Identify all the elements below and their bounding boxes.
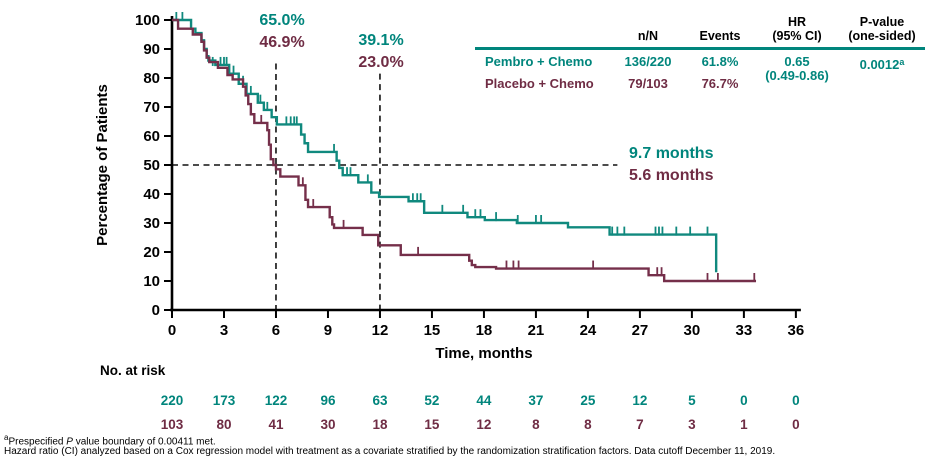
- y-tick-label: 20: [143, 244, 160, 261]
- x-tick-label: 9: [324, 322, 332, 339]
- risk-count: 25: [580, 393, 596, 408]
- summary-row-pembro-label: Pembro + Chemo: [485, 53, 593, 69]
- risk-count: 220: [161, 393, 184, 408]
- y-tick-label: 70: [143, 99, 160, 116]
- summary-row-pembro-nN: 136/220: [624, 53, 672, 69]
- risk-count: 122: [265, 393, 288, 408]
- footnote-a-marker: a: [4, 433, 9, 442]
- risk-count: 30: [320, 417, 335, 432]
- y-tick-label: 80: [143, 70, 160, 87]
- x-tick-label: 12: [372, 322, 389, 339]
- x-tick-label: 27: [632, 322, 649, 339]
- summary-header-pvalue: P-value (one-sided): [848, 15, 916, 43]
- x-tick-label: 0: [168, 322, 176, 339]
- risk-count: 15: [424, 417, 440, 432]
- risk-count: 18: [372, 417, 388, 432]
- y-tick-label: 90: [143, 41, 160, 58]
- risk-count: 1: [740, 417, 748, 432]
- risk-count: 8: [584, 417, 592, 432]
- risk-count: 80: [216, 417, 231, 432]
- x-tick-label: 18: [476, 322, 493, 339]
- landmark-12mo-placebo: 23.0%: [358, 54, 404, 71]
- no-at-risk-label: No. at risk: [100, 363, 166, 378]
- footnote-a-post: value boundary of 0.00411 met.: [72, 436, 216, 448]
- summary-row-pembro-events: 61.8%: [701, 53, 739, 69]
- risk-count: 3: [688, 417, 696, 432]
- y-tick-label: 50: [143, 157, 160, 174]
- risk-count: 5: [688, 393, 696, 408]
- summary-pvalue-cell: 0.0012 a: [839, 50, 925, 94]
- risk-count: 0: [740, 393, 748, 408]
- summary-table: n/N Events HR (95% CI) P-value (one-side…: [475, 15, 925, 94]
- risk-count: 12: [632, 393, 647, 408]
- risk-count: 0: [792, 393, 800, 408]
- x-tick-label: 3: [220, 322, 228, 339]
- risk-count: 37: [528, 393, 543, 408]
- y-tick-label: 30: [143, 215, 160, 232]
- risk-count: 44: [476, 393, 492, 408]
- summary-header-nN: n/N: [637, 29, 659, 43]
- y-tick-label: 40: [143, 186, 160, 203]
- summary-header-events: Events: [699, 29, 741, 43]
- summary-row-placebo-nN: 79/103: [628, 75, 668, 91]
- p-value: 0.0012: [859, 57, 900, 72]
- x-tick-label: 15: [424, 322, 441, 339]
- y-tick-label: 60: [143, 128, 160, 145]
- risk-count: 63: [372, 393, 388, 408]
- km-curve-placebo: [172, 18, 757, 283]
- risk-count: 52: [424, 393, 439, 408]
- y-tick-label: 0: [152, 302, 160, 319]
- summary-header-hr: HR (95% CI): [772, 15, 822, 43]
- summary-table-rule: [475, 47, 925, 50]
- y-tick-label: 100: [135, 12, 160, 29]
- landmark-12mo-pembro: 39.1%: [358, 32, 404, 49]
- risk-count: 103: [161, 417, 184, 432]
- footnote-a-italic-p: P: [66, 436, 73, 448]
- hr-value: 0.65: [784, 54, 810, 69]
- p-value-footnote-marker: a: [899, 57, 905, 67]
- hr-ci: (0.49-0.86): [765, 68, 829, 83]
- risk-count: 96: [320, 393, 336, 408]
- risk-count: 0: [792, 417, 800, 432]
- y-axis-title: Percentage of Patients: [94, 84, 111, 246]
- x-tick-label: 36: [788, 322, 805, 339]
- x-tick-label: 21: [528, 322, 545, 339]
- y-tick-label: 10: [143, 273, 160, 290]
- footnote-hazard-ratio: Hazard ratio (CI) analyzed based on a Co…: [4, 446, 776, 457]
- footnote-a: aPrespecified P value boundary of 0.0041…: [4, 433, 216, 447]
- risk-count: 173: [213, 393, 236, 408]
- summary-row-placebo-label: Placebo + Chemo: [485, 75, 594, 91]
- risk-count: 12: [476, 417, 491, 432]
- x-tick-label: 6: [272, 322, 280, 339]
- x-tick-label: 30: [684, 322, 701, 339]
- x-tick-label: 24: [580, 322, 597, 339]
- risk-count: 8: [532, 417, 540, 432]
- x-tick-label: 33: [736, 322, 753, 339]
- landmark-6mo-pembro: 65.0%: [259, 12, 305, 29]
- summary-row-placebo-events: 76.7%: [701, 75, 739, 91]
- landmark-6mo-placebo: 46.9%: [259, 34, 305, 51]
- median-annotation: 9.7 months 5.6 months: [629, 143, 713, 187]
- median-placebo: 5.6 months: [629, 167, 714, 184]
- risk-count: 7: [636, 417, 644, 432]
- landmark-12mo-annotation: 39.1% 23.0%: [349, 30, 413, 74]
- footnote-a-pre: Prespecified: [8, 436, 67, 448]
- risk-count: 41: [268, 417, 284, 432]
- summary-hr-cell: 0.65 (0.49-0.86): [755, 50, 839, 94]
- x-axis-title: Time, months: [435, 345, 532, 362]
- landmark-6mo-annotation: 65.0% 46.9%: [250, 10, 314, 54]
- median-pembro: 9.7 months: [629, 145, 714, 162]
